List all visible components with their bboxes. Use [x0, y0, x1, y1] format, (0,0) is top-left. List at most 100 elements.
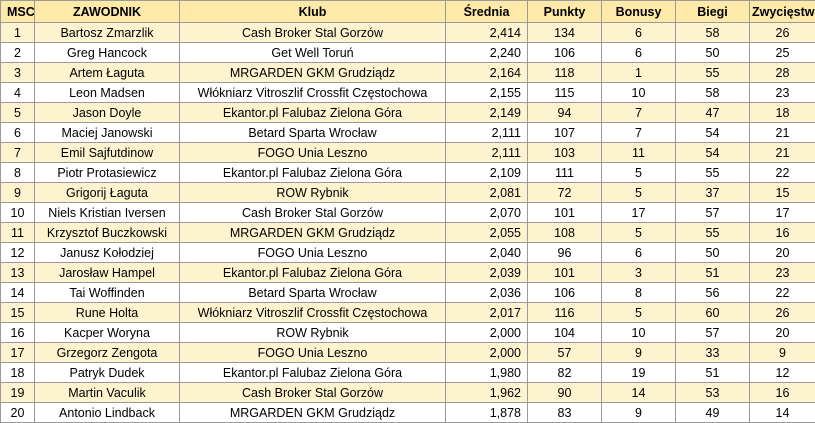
- cell-msc: 18: [1, 363, 35, 383]
- cell-klub: Betard Sparta Wrocław: [180, 123, 446, 143]
- cell-msc: 9: [1, 183, 35, 203]
- cell-punkty: 108: [528, 223, 602, 243]
- header-klub: Klub: [180, 1, 446, 23]
- cell-klub: Cash Broker Stal Gorzów: [180, 203, 446, 223]
- cell-msc: 6: [1, 123, 35, 143]
- cell-punkty: 83: [528, 403, 602, 423]
- cell-zwyciestwa: 22: [750, 163, 815, 183]
- cell-punkty: 57: [528, 343, 602, 363]
- cell-msc: 19: [1, 383, 35, 403]
- cell-bonusy: 9: [602, 343, 676, 363]
- cell-zwyciestwa: 23: [750, 83, 815, 103]
- cell-msc: 14: [1, 283, 35, 303]
- cell-klub: FOGO Unia Leszno: [180, 243, 446, 263]
- cell-punkty: 106: [528, 43, 602, 63]
- cell-klub: Cash Broker Stal Gorzów: [180, 23, 446, 43]
- cell-punkty: 90: [528, 383, 602, 403]
- cell-zwyciestwa: 26: [750, 23, 815, 43]
- cell-punkty: 116: [528, 303, 602, 323]
- cell-klub: Ekantor.pl Falubaz Zielona Góra: [180, 363, 446, 383]
- cell-msc: 7: [1, 143, 35, 163]
- cell-msc: 4: [1, 83, 35, 103]
- cell-bonusy: 9: [602, 403, 676, 423]
- cell-zawodnik: Janusz Kołodziej: [35, 243, 180, 263]
- cell-zwyciestwa: 21: [750, 123, 815, 143]
- cell-biegi: 47: [676, 103, 750, 123]
- cell-msc: 20: [1, 403, 35, 423]
- cell-srednia: 2,240: [446, 43, 528, 63]
- cell-bonusy: 5: [602, 163, 676, 183]
- cell-zawodnik: Leon Madsen: [35, 83, 180, 103]
- cell-biegi: 51: [676, 263, 750, 283]
- cell-punkty: 103: [528, 143, 602, 163]
- cell-zawodnik: Niels Kristian Iversen: [35, 203, 180, 223]
- cell-zawodnik: Jason Doyle: [35, 103, 180, 123]
- cell-zawodnik: Tai Woffinden: [35, 283, 180, 303]
- cell-bonusy: 5: [602, 303, 676, 323]
- cell-biegi: 51: [676, 363, 750, 383]
- cell-srednia: 2,036: [446, 283, 528, 303]
- cell-biegi: 49: [676, 403, 750, 423]
- cell-zwyciestwa: 18: [750, 103, 815, 123]
- cell-msc: 10: [1, 203, 35, 223]
- cell-msc: 16: [1, 323, 35, 343]
- cell-zwyciestwa: 22: [750, 283, 815, 303]
- cell-bonusy: 11: [602, 143, 676, 163]
- header-bonusy: Bonusy: [602, 1, 676, 23]
- cell-msc: 12: [1, 243, 35, 263]
- cell-srednia: 2,017: [446, 303, 528, 323]
- cell-zawodnik: Emil Sajfutdinow: [35, 143, 180, 163]
- cell-zwyciestwa: 20: [750, 243, 815, 263]
- cell-biegi: 56: [676, 283, 750, 303]
- cell-biegi: 33: [676, 343, 750, 363]
- cell-biegi: 37: [676, 183, 750, 203]
- cell-biegi: 50: [676, 243, 750, 263]
- cell-msc: 17: [1, 343, 35, 363]
- cell-klub: Ekantor.pl Falubaz Zielona Góra: [180, 103, 446, 123]
- cell-zwyciestwa: 25: [750, 43, 815, 63]
- cell-zawodnik: Bartosz Zmarzlik: [35, 23, 180, 43]
- cell-zwyciestwa: 12: [750, 363, 815, 383]
- cell-klub: Cash Broker Stal Gorzów: [180, 383, 446, 403]
- cell-msc: 5: [1, 103, 35, 123]
- cell-bonusy: 5: [602, 183, 676, 203]
- header-zwyciestwa: Zwycięstwa: [750, 1, 815, 23]
- cell-biegi: 57: [676, 323, 750, 343]
- cell-srednia: 2,109: [446, 163, 528, 183]
- cell-srednia: 2,164: [446, 63, 528, 83]
- cell-zwyciestwa: 23: [750, 263, 815, 283]
- header-srednia: Średnia: [446, 1, 528, 23]
- cell-msc: 13: [1, 263, 35, 283]
- cell-srednia: 2,111: [446, 123, 528, 143]
- cell-biegi: 60: [676, 303, 750, 323]
- cell-biegi: 55: [676, 63, 750, 83]
- cell-srednia: 2,070: [446, 203, 528, 223]
- cell-punkty: 118: [528, 63, 602, 83]
- cell-punkty: 115: [528, 83, 602, 103]
- cell-zawodnik: Grigorij Łaguta: [35, 183, 180, 203]
- cell-srednia: 2,055: [446, 223, 528, 243]
- cell-zwyciestwa: 14: [750, 403, 815, 423]
- cell-bonusy: 7: [602, 123, 676, 143]
- cell-zawodnik: Martin Vaculik: [35, 383, 180, 403]
- cell-punkty: 94: [528, 103, 602, 123]
- cell-punkty: 96: [528, 243, 602, 263]
- cell-klub: MRGARDEN GKM Grudziądz: [180, 223, 446, 243]
- cell-klub: ROW Rybnik: [180, 323, 446, 343]
- cell-srednia: 2,000: [446, 343, 528, 363]
- cell-biegi: 54: [676, 143, 750, 163]
- cell-punkty: 82: [528, 363, 602, 383]
- cell-bonusy: 6: [602, 243, 676, 263]
